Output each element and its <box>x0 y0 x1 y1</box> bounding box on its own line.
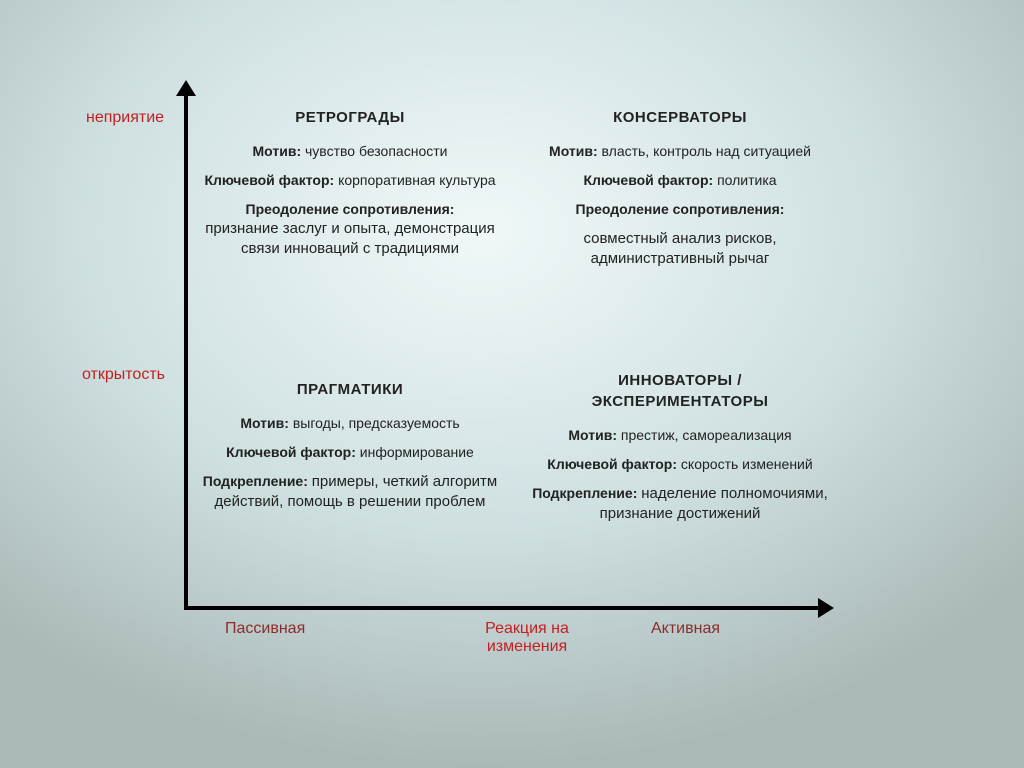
reinforce-label: Подкрепление: <box>532 485 637 501</box>
motive-label: Мотив: <box>253 143 302 159</box>
factor-text: информирование <box>360 444 474 460</box>
overcome-text: признание заслуг и опыта, демонстрация с… <box>200 219 500 260</box>
x-axis <box>184 606 820 610</box>
y-axis-top-label: неприятие <box>86 109 164 127</box>
x-axis-right-label: Активная <box>651 620 741 638</box>
motive-text: чувство безопасности <box>305 143 447 159</box>
factor-label: Ключевой фактор: <box>547 456 677 472</box>
quad-title: РЕТРОГРАДЫ <box>200 108 500 128</box>
x-axis-arrow-icon <box>818 598 834 618</box>
motive-label: Мотив: <box>568 427 617 443</box>
diagram: неприятие открытость Пассивная Реакция н… <box>0 0 1024 768</box>
x-axis-center-label: Реакция на изменения <box>452 620 602 656</box>
factor-text: политика <box>717 172 777 188</box>
overcome-label: Преодоление сопротивления: <box>200 200 500 219</box>
quad-title: КОНСЕРВАТОРЫ <box>530 108 830 128</box>
y-axis-arrow-icon <box>176 80 196 96</box>
quadrant-pragmatists: ПРАГМАТИКИ Мотив: выгоды, предсказуемост… <box>200 380 500 523</box>
overcome-text: совместный анализ рисков, административн… <box>530 229 830 270</box>
factor-label: Ключевой фактор: <box>204 172 334 188</box>
motive-label: Мотив: <box>549 143 598 159</box>
y-axis <box>184 90 188 610</box>
quadrant-retrogrades: РЕТРОГРАДЫ Мотив: чувство безопасности К… <box>200 108 500 269</box>
motive-text: власть, контроль над ситуацией <box>602 143 811 159</box>
motive-text: выгоды, предсказуемость <box>293 415 460 431</box>
overcome-label: Преодоление сопротивления: <box>530 200 830 219</box>
reinforce-label: Подкрепление: <box>203 473 308 489</box>
quad-title: ПРАГМАТИКИ <box>200 380 500 400</box>
factor-label: Ключевой фактор: <box>226 444 356 460</box>
x-axis-left-label: Пассивная <box>225 620 315 638</box>
motive-label: Мотив: <box>240 415 289 431</box>
quadrant-conservatives: КОНСЕРВАТОРЫ Мотив: власть, контроль над… <box>530 108 830 279</box>
factor-text: скорость изменений <box>681 456 813 472</box>
factor-label: Ключевой фактор: <box>583 172 713 188</box>
quad-title: ИННОВАТОРЫ / ЭКСПЕРИМЕНТАТОРЫ <box>530 370 830 412</box>
motive-text: престиж, самореализация <box>621 427 792 443</box>
y-axis-mid-label: открытость <box>82 366 165 384</box>
quadrant-innovators: ИННОВАТОРЫ / ЭКСПЕРИМЕНТАТОРЫ Мотив: пре… <box>530 370 830 534</box>
factor-text: корпоративная культура <box>338 172 495 188</box>
